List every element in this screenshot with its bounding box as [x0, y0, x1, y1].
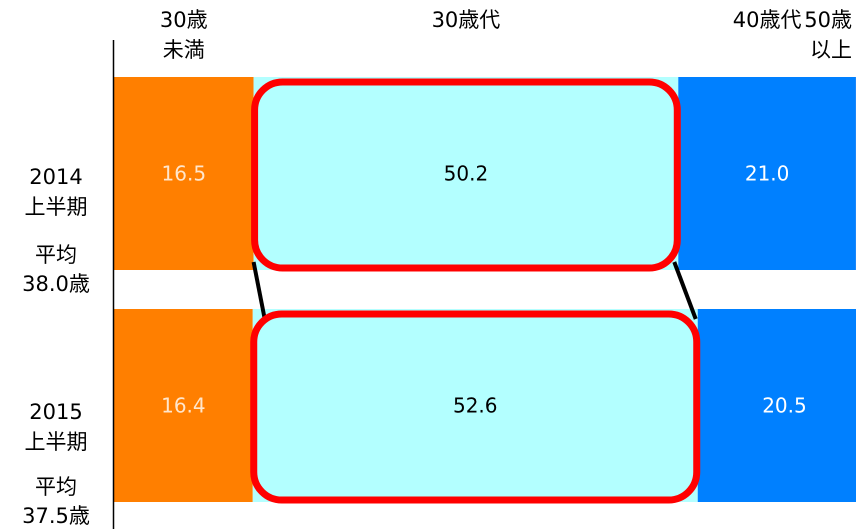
data-label: 21.0: [745, 162, 790, 186]
bar-segment: [114, 77, 254, 270]
data-label: 52.6: [453, 394, 498, 418]
data-label: 16.5: [162, 162, 207, 186]
data-label: 20.5: [762, 394, 807, 418]
bar-segment: [697, 309, 856, 502]
row-label: 上半期: [25, 195, 88, 219]
data-label: 16.4: [161, 394, 206, 418]
row-label: 上半期: [25, 430, 88, 454]
series-header: 50歳: [804, 8, 852, 32]
series-header: 40歳代: [733, 8, 802, 32]
series-header: 30歳: [160, 8, 208, 32]
connector-lines: [251, 261, 698, 320]
row-label: 平均: [35, 243, 77, 267]
series-header: 以上: [810, 38, 852, 62]
row-label: 37.5歳: [22, 504, 90, 528]
bar-segment: [114, 309, 253, 502]
bar-segments: [114, 77, 856, 502]
row-label: 38.0歳: [22, 272, 90, 296]
bar-segment: [678, 77, 856, 270]
bar-segment: [253, 77, 679, 270]
row-label: 平均: [35, 475, 77, 499]
highlight-boxes: [250, 78, 701, 504]
data-label: 50.2: [444, 162, 489, 186]
highlight-box: [250, 310, 701, 504]
bar-segment: [252, 309, 698, 502]
connector-line: [251, 261, 267, 320]
highlight-box: [251, 78, 681, 272]
row-label: 2015: [29, 400, 82, 424]
connector-line: [672, 261, 698, 320]
row-label: 2014: [29, 165, 82, 189]
value-labels: 16.550.221.012.316.452.620.510.5: [161, 162, 807, 418]
series-header: 未満: [163, 38, 205, 62]
series-header: 30歳代: [432, 8, 501, 32]
